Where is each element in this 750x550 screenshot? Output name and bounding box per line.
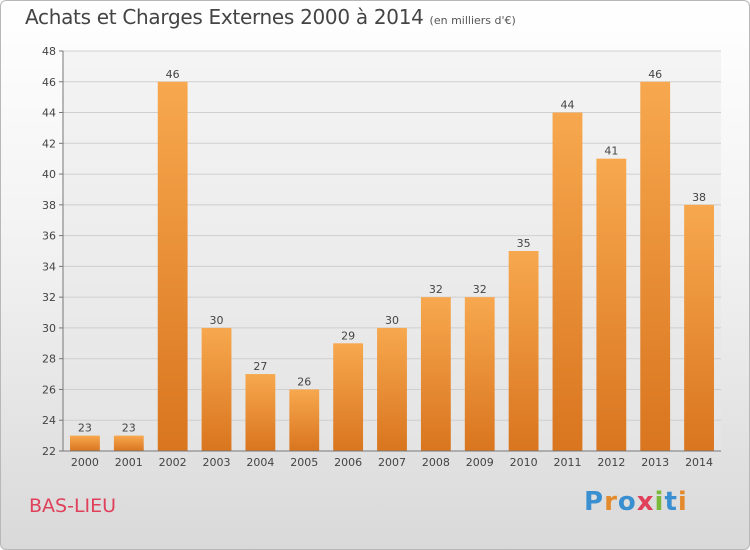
y-tick-label: 24: [42, 414, 56, 427]
value-label-2007: 30: [385, 314, 399, 327]
x-tick-label-2002: 2002: [159, 456, 187, 469]
x-tick-label-2011: 2011: [553, 456, 581, 469]
value-label-2000: 23: [78, 422, 92, 435]
y-tick-label: 40: [42, 168, 56, 181]
y-tick-label: 42: [42, 137, 56, 150]
bar-2006: [333, 343, 364, 451]
value-label-2009: 32: [473, 283, 487, 296]
x-tick-label-2007: 2007: [378, 456, 406, 469]
x-tick-label-2006: 2006: [334, 456, 362, 469]
value-label-2006: 29: [341, 329, 355, 342]
x-tick-label-2005: 2005: [290, 456, 318, 469]
x-tick-label-2013: 2013: [641, 456, 669, 469]
bar-2011: [552, 112, 583, 452]
y-tick-label: 46: [42, 76, 56, 89]
y-tick-label: 44: [42, 107, 56, 120]
bar-2005: [289, 389, 320, 451]
chart-unit: (en milliers d'€): [429, 14, 516, 27]
bar-2009: [464, 297, 495, 451]
bar-2000: [70, 435, 100, 451]
bar-2007: [377, 327, 407, 451]
logo-letter: r: [604, 487, 618, 517]
logo-letter: i: [654, 487, 665, 517]
value-label-2008: 32: [429, 283, 443, 296]
proxiti-logo: Proxiti: [584, 487, 688, 517]
y-tick-label: 48: [42, 45, 56, 58]
bar-2003: [201, 327, 232, 451]
chart-title: Achats et Charges Externes 2000 à 2014 (e…: [25, 5, 516, 29]
x-tick-label-2000: 2000: [71, 456, 99, 469]
value-label-2012: 41: [604, 145, 618, 158]
x-tick-label-2014: 2014: [685, 456, 713, 469]
y-tick-label: 34: [42, 260, 56, 273]
logo-letter: P: [584, 487, 605, 517]
location-label: BAS-LIEU: [29, 495, 117, 517]
logo-letter: o: [617, 487, 637, 517]
logo-letter: x: [636, 487, 655, 517]
y-tick-label: 38: [42, 199, 56, 212]
bar-2001: [113, 435, 144, 451]
x-tick-label-2012: 2012: [597, 456, 625, 469]
value-label-2001: 23: [122, 422, 136, 435]
x-tick-label-2004: 2004: [246, 456, 274, 469]
x-tick-label-2003: 2003: [203, 456, 231, 469]
bar-2004: [245, 374, 276, 451]
value-label-2010: 35: [517, 237, 531, 250]
logo-letter: i: [677, 487, 688, 517]
x-tick-label-2009: 2009: [466, 456, 494, 469]
y-tick-label: 30: [42, 322, 56, 335]
bar-2014: [684, 204, 714, 451]
y-tick-label: 32: [42, 291, 56, 304]
value-label-2011: 44: [560, 99, 574, 112]
value-label-2014: 38: [692, 191, 706, 204]
y-tick-label: 36: [42, 230, 56, 243]
value-label-2005: 26: [297, 375, 311, 388]
y-tick-label: 22: [42, 445, 56, 458]
bar-2002: [157, 81, 188, 452]
bar-2012: [596, 158, 627, 451]
value-label-2003: 30: [210, 314, 224, 327]
value-label-2013: 46: [648, 68, 662, 81]
x-tick-label-2001: 2001: [115, 456, 143, 469]
bar-2013: [640, 81, 671, 452]
chart-title-text: Achats et Charges Externes 2000 à 2014: [25, 5, 424, 29]
y-tick-label: 26: [42, 383, 56, 396]
bar-2008: [420, 297, 451, 451]
bar-2010: [508, 251, 539, 451]
y-tick-label: 28: [42, 353, 56, 366]
logo-letter: t: [664, 487, 678, 517]
x-tick-label-2008: 2008: [422, 456, 450, 469]
value-label-2004: 27: [253, 360, 267, 373]
x-tick-label-2010: 2010: [510, 456, 538, 469]
value-label-2002: 46: [166, 68, 180, 81]
